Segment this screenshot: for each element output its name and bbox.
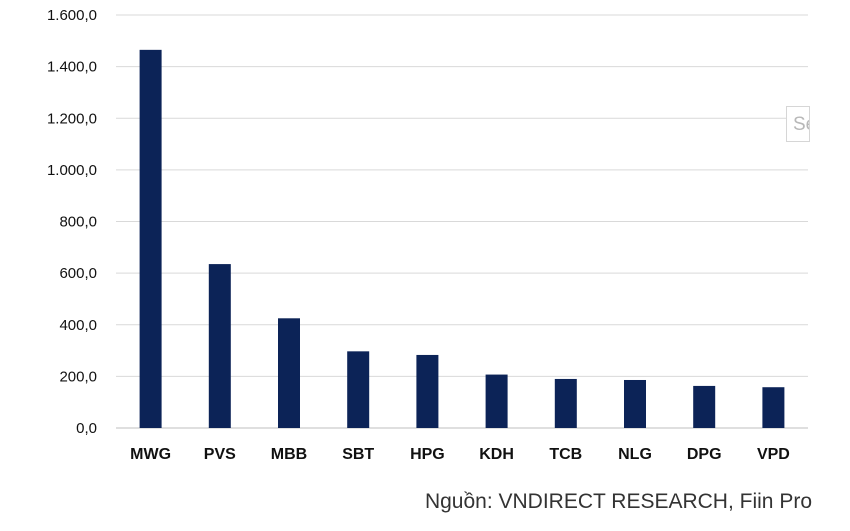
bar-dpg	[693, 385, 716, 428]
y-tick-label: 400,0	[59, 317, 97, 334]
y-tick-label: 200,0	[59, 368, 97, 385]
gridlines	[116, 14, 808, 429]
y-tick-label: 600,0	[59, 265, 97, 282]
bar-kdh	[485, 374, 508, 428]
x-category-label: NLG	[618, 446, 652, 463]
bar-vpd	[762, 387, 785, 428]
x-category-label: SBT	[342, 446, 374, 463]
y-tick-label: 800,0	[59, 214, 97, 231]
y-tick-label: 1.400,0	[47, 59, 97, 76]
x-category-label: HPG	[410, 446, 445, 463]
x-category-label: MBB	[271, 446, 307, 463]
y-tick-label: 0,0	[76, 420, 97, 437]
y-tick-label: 1.600,0	[47, 7, 97, 24]
bar-mwg	[139, 49, 162, 429]
x-category-label: DPG	[687, 446, 722, 463]
x-category-label: TCB	[549, 446, 582, 463]
bar-mbb	[278, 318, 300, 428]
x-axis-categories: MWG PVS MBB SBT HPG KDH TCB NLG DPG VPD	[130, 446, 790, 463]
x-category-label: VPD	[757, 446, 790, 463]
source-note: Nguồn: VNDIRECT RESEARCH, Fiin Pro	[424, 490, 812, 513]
bar-hpg	[416, 354, 439, 428]
bars	[139, 49, 785, 429]
y-axis-ticks: 0,0 200,0 400,0 600,0 800,0 1.000,0 1.200,0 1.4…	[47, 7, 97, 437]
partial-search-overlay-text: Se	[793, 114, 809, 135]
partial-search-overlay[interactable]: Se	[786, 106, 810, 142]
bar-nlg	[624, 379, 646, 428]
bar-tcb	[554, 378, 577, 428]
bar-sbt	[347, 351, 370, 428]
y-tick-label: 1.200,0	[47, 110, 97, 127]
x-category-label: KDH	[479, 446, 514, 463]
y-tick-label: 1.000,0	[47, 162, 97, 179]
x-category-label: PVS	[204, 446, 236, 463]
bar-pvs	[208, 264, 231, 428]
x-category-label: MWG	[130, 446, 171, 463]
